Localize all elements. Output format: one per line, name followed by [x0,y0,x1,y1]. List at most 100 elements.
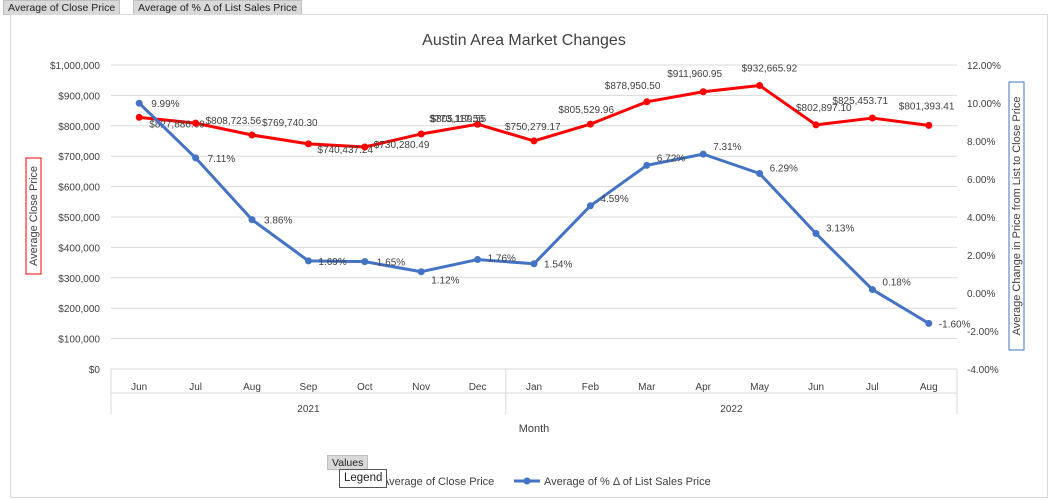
close-price-point [417,130,425,138]
x-tick-label: Nov [412,382,430,393]
y-tick-label: $300,000 [58,274,100,285]
x-tick-label: Feb [582,382,600,393]
pct-change-point [586,202,594,210]
y2-axis-title: Average Change in Price from List to Clo… [1011,97,1023,336]
pct-change-data-label: 7.11% [208,154,236,165]
close-price-data-label: $802,897.10 [796,103,852,114]
close-price-data-label: $773,117.56 [429,114,484,125]
pct-change-point [361,258,369,266]
close-price-point [192,119,200,127]
pct-change-data-label: 1.12% [431,276,459,287]
pct-change-data-label: 4.59% [600,194,628,205]
pct-change-data-label: 7.31% [713,142,741,153]
pct-change-data-label: 6.29% [770,163,798,174]
pct-change-data-label: 0.18% [882,278,910,289]
x-tick-label: Sep [300,382,318,393]
pct-change-data-label: -1.60% [939,319,971,330]
close-price-point [812,121,820,129]
y-tick-label: $1,000,000 [50,61,100,72]
close-price-point [135,113,143,121]
y-tick-label: $800,000 [58,122,100,133]
close-price-data-label: $911,960.95 [667,69,722,80]
pct-change-data-label: 3.86% [264,216,292,227]
pct-change-point [530,260,538,268]
close-price-point [474,120,482,128]
y2-axis-title-box [1008,81,1025,351]
pct-change-point [474,256,482,264]
y2-tick-label: -2.00% [967,327,999,338]
pct-change-point [417,268,425,276]
x-tick-label: Mar [638,382,656,393]
close-price-data-label: $808,723.56 [206,116,262,127]
close-price-data-label: $740,437.24 [317,145,373,156]
y-axis-title: Average Close Price [28,166,40,266]
pct-change-point [868,286,876,294]
x-tick-label: Oct [357,382,373,393]
close-price-data-label: $827,886.69 [149,119,205,130]
chart-area[interactable] [10,14,1048,498]
x-tick-label: Apr [695,382,711,393]
close-price-data-label: $878,950.50 [605,81,661,92]
pct-change-data-label: 1.69% [318,257,346,268]
y-tick-label: $600,000 [58,183,100,194]
close-price-point [304,140,312,148]
pct-change-data-label: 1.76% [488,254,516,265]
x-tick-label: Aug [920,382,938,393]
close-price-point [361,143,369,151]
y2-tick-label: 10.00% [967,99,1001,110]
close-price-data-label: $825,453.71 [832,96,888,107]
pct-change-data-label: 1.54% [544,260,572,271]
close-price-data-label: $932,665.92 [742,63,798,74]
pct-change-data-label: 3.13% [826,224,854,235]
pct-change-data-label: 9.99% [151,99,179,110]
y-tick-label: $400,000 [58,243,100,254]
y2-tick-label: -4.00% [967,365,999,376]
pct-change-point [135,99,143,107]
legend-marker [523,477,531,485]
legend-label: Average of Close Price [382,476,494,488]
close-price-point [530,137,538,145]
x-tick-label: Aug [243,382,261,393]
pct-change-data-label: 1.65% [377,258,405,269]
close-price-point [643,98,651,106]
pivot-field-button-pct-change[interactable]: Average of % Δ of List Sales Price [133,0,303,15]
pct-change-point [812,230,820,238]
close-price-point [699,88,707,96]
close-price-data-label: $730,280.49 [374,140,430,151]
y-tick-label: $500,000 [58,213,100,224]
close-price-data-label: $801,393.41 [899,101,955,112]
y-tick-label: $100,000 [58,335,100,346]
values-field-button[interactable]: Values [327,455,369,470]
x-tick-label: Jul [189,382,202,393]
close-price-point [586,120,594,128]
pct-change-point [304,257,312,265]
x-tick-label: May [750,382,769,393]
close-price-point [925,121,933,129]
y2-tick-label: 0.00% [967,289,995,300]
y-axis-title-box [25,157,42,275]
pct-change-data-label: 6.72% [657,153,685,164]
y2-tick-label: 6.00% [967,175,995,186]
y-tick-label: $700,000 [58,152,100,163]
close-price-point [868,114,876,122]
x-group-label: 2021 [297,404,320,415]
x-tick-label: Jun [808,382,824,393]
pct-change-point [248,216,256,224]
pct-change-point [643,161,651,169]
pct-change-point [756,169,764,177]
x-tick-label: Jun [131,382,147,393]
y2-tick-label: 8.00% [967,137,995,148]
y2-tick-label: 2.00% [967,251,995,262]
legend-label: Average of % Δ of List Sales Price [544,476,711,488]
x-tick-label: Dec [469,382,487,393]
y-tick-label: $200,000 [58,304,100,315]
pct-change-point [925,319,933,327]
y-tick-label: $0 [89,365,101,376]
y-tick-label: $900,000 [58,91,100,102]
pct-change-point [192,154,200,162]
x-axis-title: Month [519,423,550,435]
legend-tooltip: Legend [339,469,388,488]
close-price-point [756,81,764,89]
close-price-data-label: $769,740.30 [262,118,318,129]
